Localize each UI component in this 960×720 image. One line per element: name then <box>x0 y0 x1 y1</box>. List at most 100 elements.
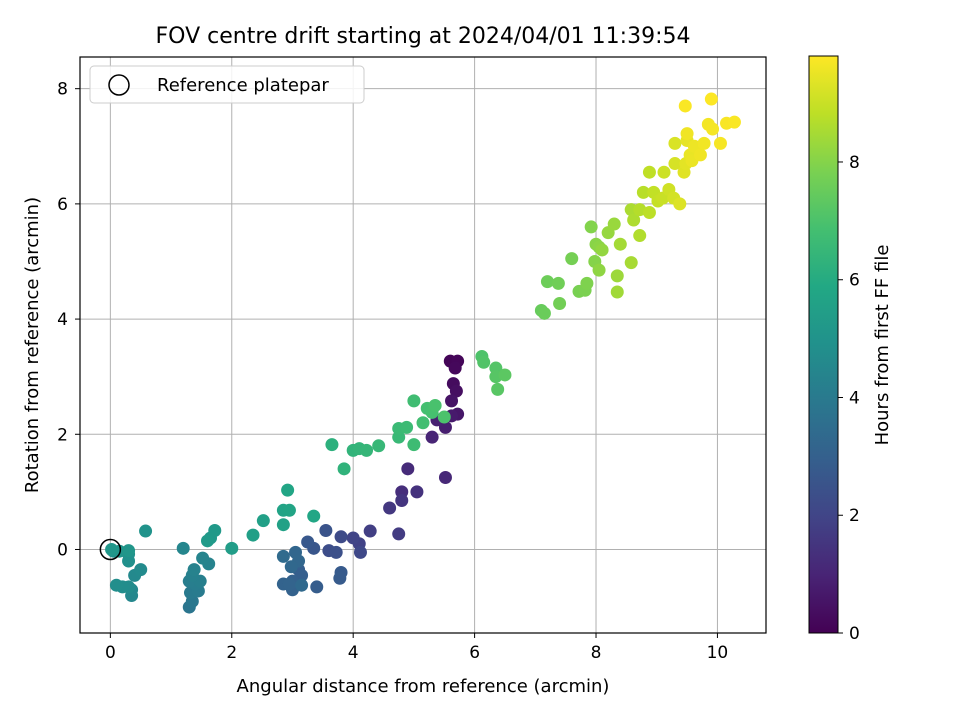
colorbar-gradient <box>808 55 839 634</box>
scatter-point <box>122 544 136 558</box>
scatter-point <box>477 355 491 369</box>
scatter-point <box>678 99 692 113</box>
scatter-point <box>307 509 321 523</box>
scatter-point <box>633 229 647 243</box>
scatter-point <box>139 524 153 538</box>
scatter-point <box>540 275 554 289</box>
scatter-point <box>668 157 682 171</box>
scatter-point <box>428 398 442 412</box>
scatter-point <box>642 165 656 179</box>
scatter-point <box>325 438 339 452</box>
scatter-point <box>727 115 741 129</box>
scatter-point <box>437 410 451 424</box>
scatter-point <box>200 534 214 548</box>
scatter-point <box>498 368 512 382</box>
scatter-point <box>668 136 682 150</box>
scatter-point <box>383 501 397 515</box>
scatter-point <box>657 165 671 179</box>
x-tick-label: 4 <box>348 643 359 663</box>
scatter-point <box>551 276 565 290</box>
scatter-point <box>281 483 295 497</box>
scatter-point <box>693 148 707 162</box>
scatter-point <box>438 470 452 484</box>
y-tick-label: 8 <box>57 80 68 100</box>
scatter-point <box>301 535 315 549</box>
scatter-point <box>445 394 459 408</box>
scatter-point <box>333 571 347 585</box>
scatter-point <box>284 560 298 574</box>
scatter-point <box>187 563 201 577</box>
colorbar-ticks: 0 2 4 6 8 <box>838 153 860 644</box>
scatter-point <box>584 220 598 234</box>
x-tick-label: 10 <box>707 643 729 663</box>
colorbar-tick-label: 2 <box>849 506 860 526</box>
scatter-point <box>680 127 694 141</box>
y-tick-label: 2 <box>57 425 68 445</box>
scatter-point <box>448 361 462 375</box>
scatter-point <box>407 438 421 452</box>
scatter-point <box>334 530 348 544</box>
scatter-point <box>246 528 260 542</box>
x-axis-label: Angular distance from reference (arcmin) <box>237 676 610 697</box>
scatter-point <box>580 276 594 290</box>
scatter-point <box>642 206 656 220</box>
scatter-point <box>713 136 727 150</box>
scatter-point <box>400 420 414 434</box>
scatter-point <box>353 545 367 559</box>
scatter-point <box>392 527 406 541</box>
scatter-point <box>449 384 463 398</box>
scatter-point <box>607 217 621 231</box>
legend-marker-reference <box>108 74 130 96</box>
scatter-point <box>438 420 452 434</box>
scatter-point <box>319 523 333 537</box>
scatter-point <box>395 494 409 508</box>
x-tick-label: 2 <box>226 643 237 663</box>
scatter-point <box>636 185 650 199</box>
scatter-point <box>176 541 190 555</box>
scatter-point <box>295 578 309 592</box>
legend: Reference platepar <box>89 65 365 104</box>
scatter-point <box>337 462 351 476</box>
data-points <box>99 92 741 614</box>
scatter-point <box>425 430 439 444</box>
scatter-point <box>673 197 687 211</box>
colorbar-label: Hours from first FF file <box>872 245 893 446</box>
scatter-point <box>282 503 296 517</box>
scatter-point <box>416 416 430 430</box>
x-tick-label: 0 <box>105 643 116 663</box>
scatter-point <box>105 542 119 556</box>
scatter-point <box>592 263 606 277</box>
scatter-point <box>537 306 551 320</box>
scatter-point <box>610 285 624 299</box>
reference-platepar-marker <box>99 538 122 561</box>
scatter-point <box>553 297 567 311</box>
y-tick-label: 4 <box>57 310 68 330</box>
scatter-point <box>697 136 711 150</box>
scatter-point <box>610 269 624 283</box>
plot-frame <box>79 56 767 634</box>
scatter-point <box>706 122 720 136</box>
scatter-point <box>276 518 290 532</box>
y-tick-label: 6 <box>57 195 68 215</box>
scatter-point <box>613 237 627 251</box>
scatter-point <box>329 545 343 559</box>
scatter-point <box>491 382 505 396</box>
y-axis-label: Rotation from reference (arcmin) <box>22 197 43 493</box>
chart-title: FOV centre drift starting at 2024/04/01 … <box>156 24 691 49</box>
x-tick-label: 8 <box>591 643 602 663</box>
scatter-point <box>196 551 210 565</box>
scatter-point <box>401 462 415 476</box>
colorbar-tick-label: 8 <box>849 153 860 173</box>
colorbar-tick-label: 6 <box>849 271 860 291</box>
plot-area: 0 2 4 6 8 10 0 2 4 6 8 <box>57 56 767 663</box>
colorbar: 0 2 4 6 8 Hours from first FF file <box>808 55 893 644</box>
scatter-point <box>282 577 296 591</box>
scatter-point <box>627 213 641 227</box>
scatter-point <box>407 394 421 408</box>
scatter-point <box>624 256 638 270</box>
scatter-point <box>225 541 239 555</box>
scatter-point <box>704 92 718 106</box>
colorbar-tick-label: 4 <box>849 388 860 408</box>
scatter-point <box>363 524 377 538</box>
